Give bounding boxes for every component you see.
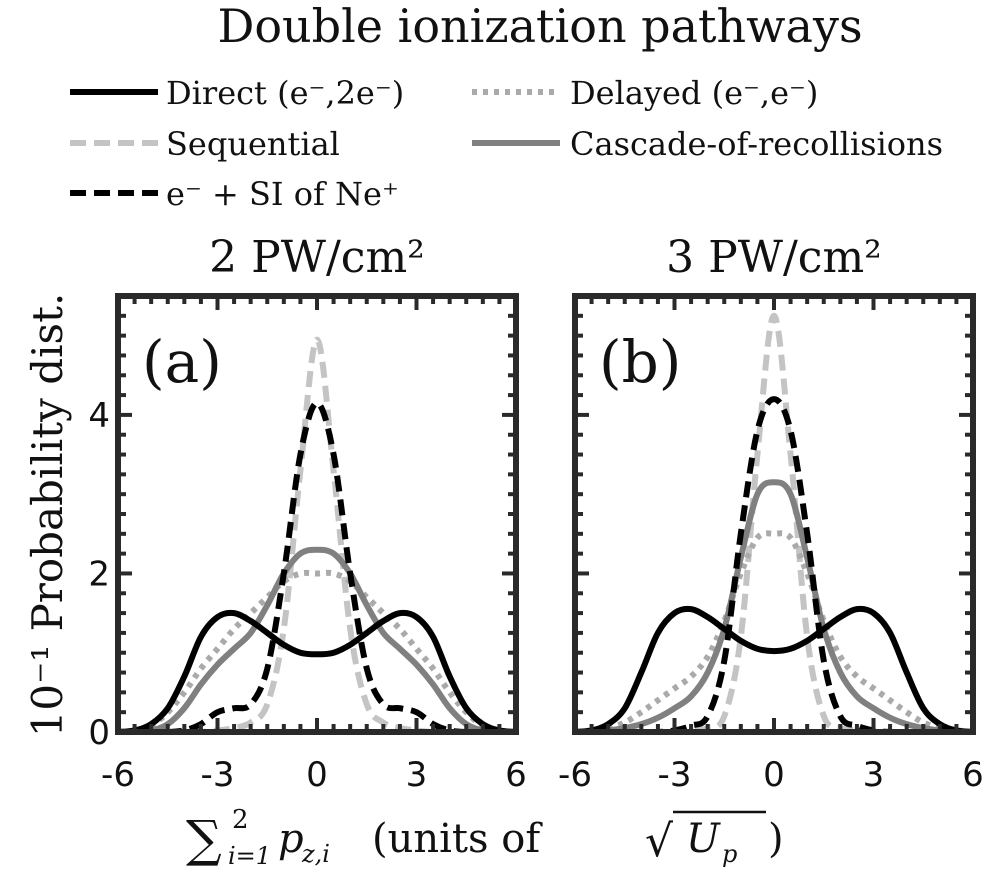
x-label-variable: p: [278, 816, 304, 862]
panel-title: 2 PW/cm²: [209, 232, 425, 283]
series-line-e-si-of-ne: [575, 396, 973, 732]
legend-label: Sequential: [166, 125, 340, 163]
x-label-root-var: U: [686, 816, 721, 862]
legend-entry: Sequential: [70, 125, 340, 163]
legend-label: Direct (e⁻,2e⁻): [166, 74, 404, 112]
x-label-sqrt-symbol: √: [645, 816, 674, 867]
y-tick-label: 4: [88, 396, 110, 436]
axis-ticks: [573, 294, 975, 734]
series-line-delayed-e-e: [118, 569, 516, 732]
x-tick-label: -6: [101, 755, 135, 795]
legend-entry: Cascade-of-recollisions: [472, 125, 943, 163]
legend-label: Cascade-of-recollisions: [570, 125, 943, 163]
x-tick-label: 0: [306, 755, 328, 795]
x-label-root-subscript: p: [722, 840, 737, 868]
legend-entry: e⁻ + SI of Ne⁺: [70, 175, 399, 213]
x-tick-label: -3: [201, 755, 235, 795]
y-tick-label: 0: [88, 713, 110, 753]
x-label-close-paren: ): [768, 816, 784, 862]
figure-title: Double ionization pathways: [217, 0, 862, 53]
x-tick-label: 6: [505, 755, 527, 795]
legend-label: Delayed (e⁻,e⁻): [570, 74, 818, 112]
x-label-sum-upper: 2: [232, 805, 249, 835]
x-tick-label: 6: [962, 755, 984, 795]
x-tick-label: 0: [763, 755, 785, 795]
series-line-delayed-e-e: [575, 530, 973, 732]
series-line-direct-e-2e: [575, 605, 973, 732]
legend-entry: Delayed (e⁻,e⁻): [472, 74, 818, 112]
series-line-sequential: [575, 312, 973, 732]
panel-a: 2 PW/cm² -6 -3 0 3 6 0 2 4 (a): [88, 232, 526, 795]
legend-entry: Direct (e⁻,2e⁻): [70, 74, 404, 112]
x-tick-label: 3: [406, 755, 428, 795]
series-line-cascade-of-recollisions: [118, 546, 516, 732]
series-group: [118, 336, 516, 732]
x-tick-label: -6: [558, 755, 592, 795]
x-label-variable-subscript: z,i: [301, 840, 330, 868]
axis-ticks: [116, 294, 518, 734]
x-axis-label: ∑ 2 i=1 p z,i (units of √ U p ): [186, 805, 784, 870]
y-axis-label: 10⁻¹ Probability dist.: [23, 293, 72, 738]
x-label-units-text: (units of: [372, 816, 553, 862]
series-line-sequential: [118, 336, 516, 732]
x-label-sum-lower: i=1: [228, 842, 271, 870]
panel-b: 3 PW/cm² -6 -3 0 3 6 (b): [558, 232, 984, 795]
series-line-direct-e-2e: [118, 609, 516, 732]
series-line-e-si-of-ne: [118, 400, 516, 732]
x-tick-label: -3: [658, 755, 692, 795]
x-tick-label: 3: [863, 755, 885, 795]
legend-label: e⁻ + SI of Ne⁺: [166, 175, 399, 213]
panel-label: (b): [599, 328, 681, 396]
x-label-sum-symbol: ∑: [186, 810, 222, 868]
panel-title: 3 PW/cm²: [666, 232, 882, 283]
panel-label: (a): [142, 328, 222, 396]
legend: Direct (e⁻,2e⁻) Delayed (e⁻,e⁻) Sequential…: [70, 74, 943, 213]
y-tick-label: 2: [88, 554, 110, 594]
